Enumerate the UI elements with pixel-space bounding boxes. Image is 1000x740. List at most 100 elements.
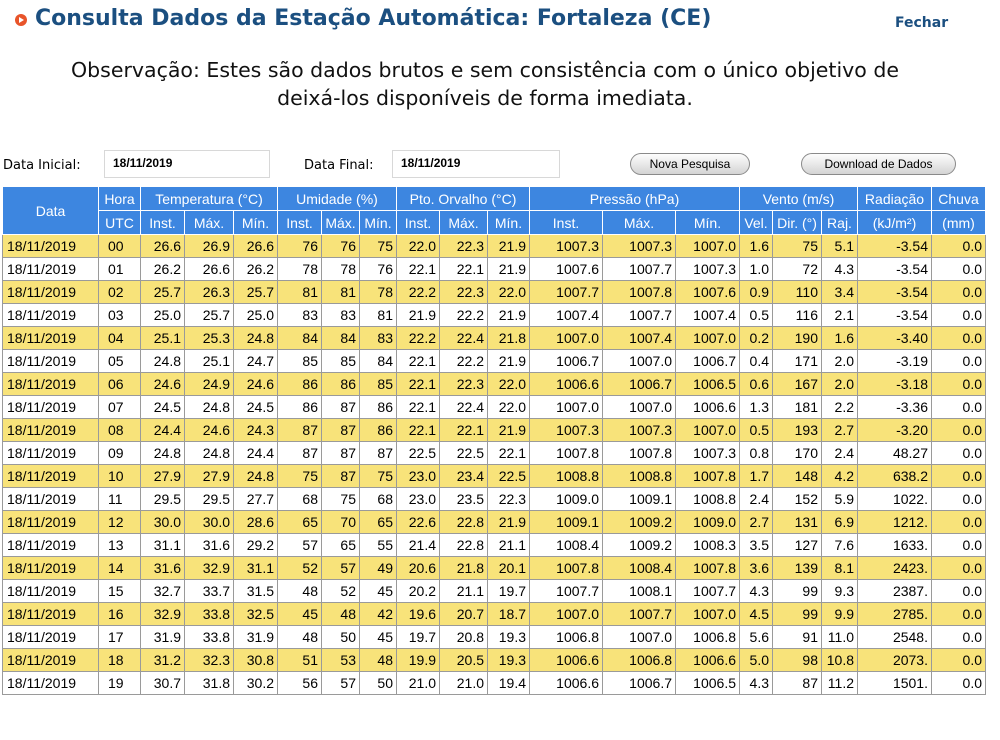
table-cell: 1008.1 <box>602 579 676 603</box>
table-cell: 0.0 <box>931 395 986 419</box>
table-cell: 87 <box>321 464 360 488</box>
table-cell: 18/11/2019 <box>2 326 99 350</box>
table-cell: 167 <box>772 372 822 396</box>
observation-notice: Observação: Estes são dados brutos e sem… <box>0 56 970 112</box>
table-cell: 52 <box>321 579 360 603</box>
table-cell: 1.6 <box>821 326 858 350</box>
table-cell: 29.5 <box>140 487 185 511</box>
new-search-button[interactable]: Nova Pesquisa <box>630 153 750 175</box>
sub-header-cell: Máx. <box>184 210 234 235</box>
table-group-header: Data Hora Temperatura (°C) Umidade (%) P… <box>2 186 986 235</box>
table-cell: 78 <box>321 257 360 281</box>
table-cell: 22.4 <box>439 395 488 419</box>
table-cell: 87 <box>321 441 360 465</box>
sub-header-cell: Vel. <box>739 210 773 235</box>
table-cell: 1007.6 <box>529 257 603 281</box>
table-cell: 19.7 <box>396 625 440 649</box>
table-cell: 1.6 <box>739 234 773 258</box>
table-cell: 18/11/2019 <box>2 487 99 511</box>
table-cell: 1006.6 <box>529 671 603 695</box>
table-cell: 18/11/2019 <box>2 648 99 672</box>
table-cell: 18/11/2019 <box>2 556 99 580</box>
table-cell: 49 <box>359 556 397 580</box>
table-cell: 19.9 <box>396 648 440 672</box>
table-cell: 31.1 <box>233 556 278 580</box>
table-cell: 84 <box>277 326 322 350</box>
table-cell: 18/11/2019 <box>2 395 99 419</box>
table-cell: 78 <box>359 280 397 304</box>
table-cell: 21.0 <box>396 671 440 695</box>
table-cell: 22.1 <box>396 372 440 396</box>
table-cell: 57 <box>277 533 322 557</box>
table-cell: 22.8 <box>439 533 488 557</box>
table-cell: 1008.3 <box>675 533 740 557</box>
table-cell: 86 <box>359 395 397 419</box>
download-data-button[interactable]: Download de Dados <box>801 153 956 175</box>
table-cell: 22.1 <box>396 418 440 442</box>
start-date-input[interactable]: 18/11/2019 <box>104 150 270 178</box>
table-cell: 00 <box>98 234 141 258</box>
table-row: 18/11/2019 08 24.4 24.6 24.3 87 87 86 22.1 22.1 21… <box>2 418 986 442</box>
table-cell: 11.0 <box>821 625 858 649</box>
table-cell: 22.0 <box>396 234 440 258</box>
sub-header-cell: (kJ/m²) <box>857 210 932 235</box>
sub-header-cell: Mín. <box>487 210 530 235</box>
table-cell: 48 <box>321 602 360 626</box>
table-cell: 9.9 <box>821 602 858 626</box>
table-cell: 1007.8 <box>675 464 740 488</box>
table-cell: 68 <box>359 487 397 511</box>
table-cell: 1501. <box>857 671 932 695</box>
table-cell: 1.3 <box>739 395 773 419</box>
table-cell: 0.0 <box>931 234 986 258</box>
table-cell: 52 <box>277 556 322 580</box>
table-cell: 18/11/2019 <box>2 671 99 695</box>
sub-header-cell: Raj. <box>821 210 858 235</box>
table-cell: 1007.0 <box>602 395 676 419</box>
table-cell: 1007.0 <box>675 602 740 626</box>
table-row: 18/11/2019 04 25.1 25.3 24.8 84 84 83 22.2 22.4 21… <box>2 326 986 350</box>
table-cell: 171 <box>772 349 822 373</box>
end-date-input[interactable]: 18/11/2019 <box>392 150 560 178</box>
table-cell: 6.9 <box>821 510 858 534</box>
table-cell: 17 <box>98 625 141 649</box>
close-link[interactable]: Fechar <box>895 15 949 31</box>
sub-header-cell: Mín. <box>233 210 278 235</box>
col-humidity: Umidade (%) <box>277 186 397 211</box>
table-cell: 24.8 <box>184 441 234 465</box>
table-cell: 31.9 <box>140 625 185 649</box>
table-cell: 1007.4 <box>602 326 676 350</box>
table-cell: 2.1 <box>821 303 858 327</box>
sub-header-cell: UTC <box>98 210 141 235</box>
table-cell: 1007.4 <box>675 303 740 327</box>
table-cell: 1633. <box>857 533 932 557</box>
table-cell: 25.1 <box>184 349 234 373</box>
table-cell: 20.6 <box>396 556 440 580</box>
table-cell: 8.1 <box>821 556 858 580</box>
table-cell: 0.0 <box>931 326 986 350</box>
table-cell: 1009.1 <box>602 487 676 511</box>
table-cell: 86 <box>321 372 360 396</box>
table-cell: 22.1 <box>439 418 488 442</box>
table-cell: 48 <box>359 648 397 672</box>
table-cell: 65 <box>277 510 322 534</box>
table-row: 18/11/2019 14 31.6 32.9 31.1 52 57 49 20.6 21.8 20… <box>2 556 986 580</box>
table-cell: -3.18 <box>857 372 932 396</box>
table-cell: 10.8 <box>821 648 858 672</box>
table-cell: 19 <box>98 671 141 695</box>
table-cell: 24.4 <box>233 441 278 465</box>
notice-line-2: deixá-los disponíveis de forma imediata. <box>277 86 693 110</box>
table-cell: 99 <box>772 602 822 626</box>
table-cell: -3.20 <box>857 418 932 442</box>
table-cell: 32.3 <box>184 648 234 672</box>
table-cell: 65 <box>321 533 360 557</box>
table-cell: 2785. <box>857 602 932 626</box>
table-cell: 0.0 <box>931 372 986 396</box>
table-cell: 0.0 <box>931 280 986 304</box>
table-cell: 1007.3 <box>675 441 740 465</box>
table-cell: 31.6 <box>140 556 185 580</box>
table-cell: 22.2 <box>396 280 440 304</box>
table-cell: 1006.7 <box>675 349 740 373</box>
table-cell: 7.6 <box>821 533 858 557</box>
table-cell: 24.8 <box>140 349 185 373</box>
table-cell: -3.40 <box>857 326 932 350</box>
